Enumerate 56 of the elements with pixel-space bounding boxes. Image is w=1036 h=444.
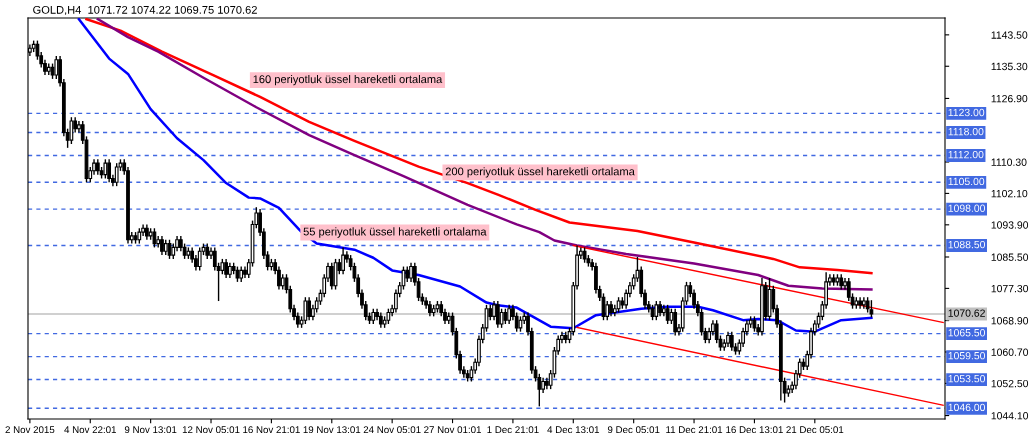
y-tick-label: 1110.30 xyxy=(991,158,1027,166)
ref-line-label: 1098.00 xyxy=(948,204,986,212)
candlestick xyxy=(224,258,228,279)
candlestick xyxy=(107,158,112,184)
y-tick-label: 1052.50 xyxy=(991,379,1029,388)
x-tick-label: 21 Dec 05:01 xyxy=(786,426,844,434)
x-tick-label: 9 Nov 13:01 xyxy=(124,426,177,434)
ref-line-label: 1112.00 xyxy=(948,150,984,159)
y-tick-label: 1135.30 xyxy=(991,62,1028,71)
candlestick xyxy=(409,262,413,283)
y-tick-label: 1085.50 xyxy=(991,253,1029,261)
y-tick-label: 1102.10 xyxy=(991,189,1028,198)
candlestick xyxy=(160,235,164,256)
ref-line-label: 1070.62 xyxy=(948,309,985,317)
candlestick xyxy=(103,158,108,180)
annotation: 55 periyotluk üssel hareketli ortalama xyxy=(303,227,487,238)
candlestick xyxy=(35,39,40,61)
x-tick-label: 9 Dec 05:01 xyxy=(607,426,660,434)
ref-line-label: 1059.50 xyxy=(948,351,986,360)
candlestick xyxy=(495,300,500,329)
ref-line-label: 1088.50 xyxy=(948,240,986,249)
x-tick-label: 24 Nov 05:01 xyxy=(363,426,421,434)
x-tick-label: 1 Dec 21:01 xyxy=(487,426,539,434)
ref-line-label: 1123.00 xyxy=(948,108,985,117)
y-tick-label: 1044.10 xyxy=(991,412,1029,420)
line-series xyxy=(77,18,873,333)
candlestick xyxy=(54,55,59,80)
ref-line-label: 1053.50 xyxy=(948,374,986,383)
ref-line-label: 1118.00 xyxy=(948,127,984,136)
x-tick-label: 11 Dec 21:01 xyxy=(666,426,723,434)
y-tick-label: 1126.90 xyxy=(991,94,1028,103)
candlestick xyxy=(303,296,308,325)
ref-line-label: 1046.00 xyxy=(948,403,986,412)
ref-line-label: 1105.00 xyxy=(948,177,985,186)
y-tick-label: 1060.70 xyxy=(991,348,1029,356)
x-tick-label: 16 Nov 21:01 xyxy=(243,426,300,434)
x-tick-label: 4 Nov 22:01 xyxy=(64,426,117,434)
x-tick-label: 27 Nov 01:01 xyxy=(424,426,481,434)
candlestick xyxy=(333,258,338,291)
y-tick-label: 1093.90 xyxy=(991,221,1029,229)
candlestick xyxy=(341,246,345,275)
y-tick-label: 1143.50 xyxy=(991,31,1028,39)
x-tick-label: 19 Nov 13:01 xyxy=(303,426,361,434)
annotation: 200 periyotluk üssel hareketli ortalama xyxy=(445,167,635,178)
y-tick-label: 1068.90 xyxy=(991,317,1029,325)
chart-title: GOLD,H4 1071.72 1074.22 1069.75 1070.62 xyxy=(33,5,257,16)
x-tick-label: 12 Nov 05:01 xyxy=(182,426,240,434)
ref-line-label: 1065.50 xyxy=(948,329,986,337)
x-tick-label: 16 Dec 13:01 xyxy=(726,426,783,434)
y-tick-label: 1077.30 xyxy=(991,284,1029,293)
candlestick xyxy=(492,300,496,321)
x-tick-label: 4 Dec 13:01 xyxy=(547,426,600,434)
candlestick xyxy=(329,262,334,291)
annotation: 160 periyotluk üssel hareketli ortalama xyxy=(253,74,443,86)
candlestick xyxy=(499,308,504,329)
x-tick-label: 2 Nov 2015 xyxy=(5,426,55,434)
